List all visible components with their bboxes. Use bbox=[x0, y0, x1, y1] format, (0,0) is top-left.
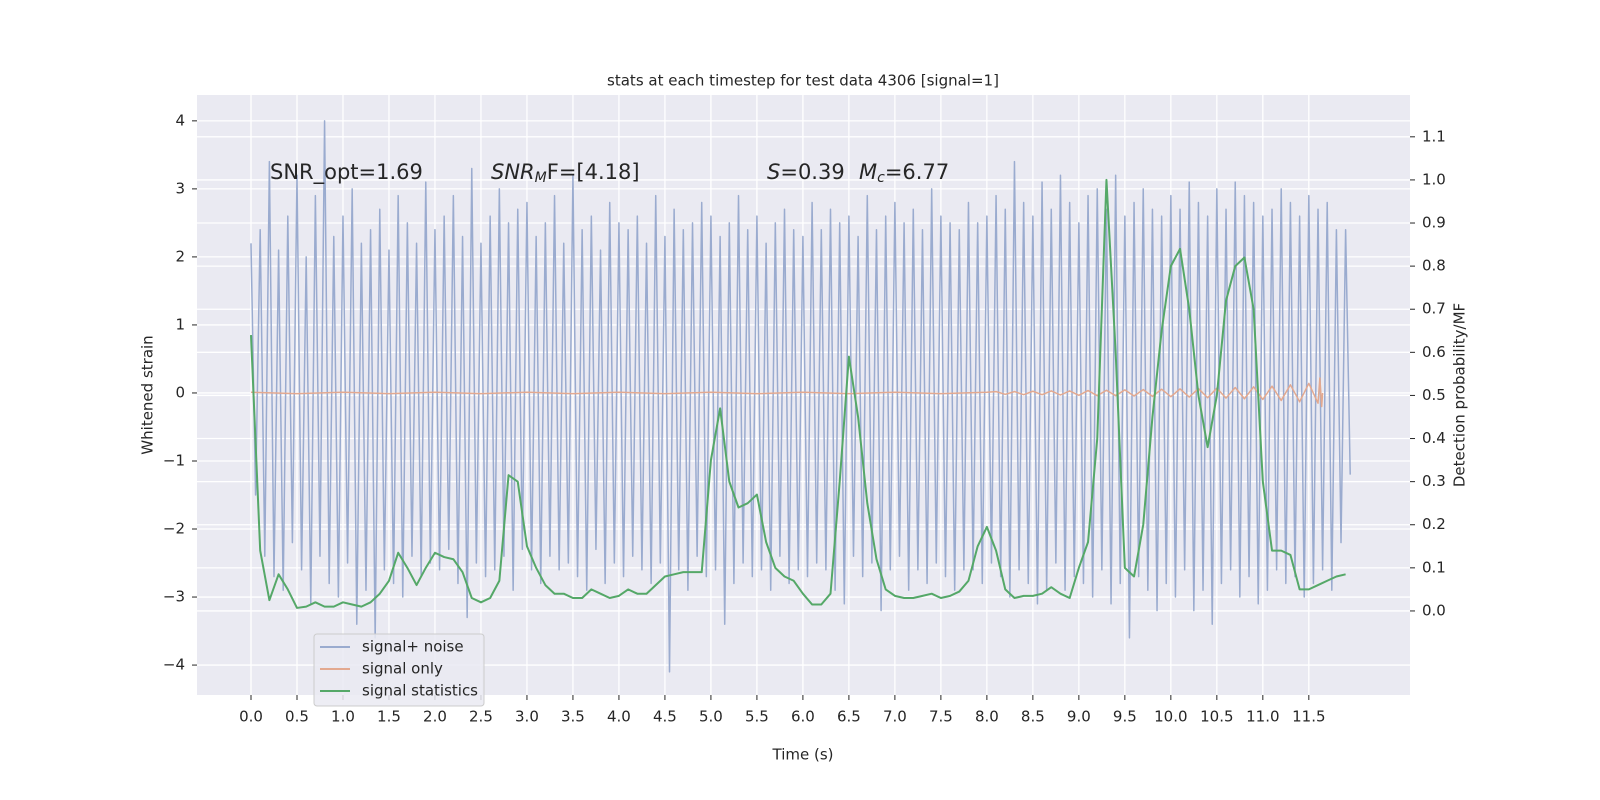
legend-label: signal+ noise bbox=[362, 638, 464, 656]
x-tick-label: 9.0 bbox=[1067, 708, 1091, 726]
x-tick-label: 11.0 bbox=[1246, 708, 1279, 726]
legend-label: signal only bbox=[362, 660, 443, 678]
annotation: SNRMF=[4.18] bbox=[491, 160, 640, 186]
x-tick-label: 11.5 bbox=[1292, 708, 1325, 726]
y-tick-label: 0 bbox=[175, 383, 185, 401]
x-tick-label: 10.0 bbox=[1154, 708, 1187, 726]
legend: signal+ noise signal only signal statistic… bbox=[313, 633, 485, 707]
y2-tick-label: 0.0 bbox=[1422, 601, 1446, 619]
y-tick-label: −3 bbox=[163, 588, 185, 606]
annotation-text: =6.77 bbox=[885, 160, 949, 184]
x-tick-label: 0.0 bbox=[239, 708, 263, 726]
y2-tick-label: 0.3 bbox=[1422, 472, 1446, 490]
y2-tick-label: 1.0 bbox=[1422, 170, 1446, 188]
x-tick-label: 4.5 bbox=[653, 708, 677, 726]
annotation-subscript: c bbox=[877, 170, 885, 186]
legend-label: signal statistics bbox=[362, 682, 478, 700]
plot-layer: 0.0 0.5 1.0 1.5 2.0 2.5 3.0 3.5 4.0 4.5 5.0 5.5 6.0 6… bbox=[163, 95, 1446, 726]
y2-tick-label: 0.6 bbox=[1422, 343, 1446, 361]
x-tick-label: 4.0 bbox=[607, 708, 631, 726]
annotation-text: SNR bbox=[491, 160, 535, 184]
x-tick-label: 3.5 bbox=[561, 708, 585, 726]
x-tick-label: 10.5 bbox=[1200, 708, 1233, 726]
chart-title: stats at each timestep for test data 430… bbox=[607, 72, 999, 90]
x-tick-label: 8.0 bbox=[975, 708, 999, 726]
y-tick-label: −2 bbox=[163, 520, 185, 538]
y-tick-label: 4 bbox=[175, 111, 185, 129]
annotation-text: F=[4.18] bbox=[547, 160, 640, 184]
x-tick-label: 9.5 bbox=[1113, 708, 1137, 726]
y2-tick-label: 0.8 bbox=[1422, 257, 1446, 275]
y2-axis-label: Detection probability/MF bbox=[1451, 303, 1469, 487]
series-line bbox=[250, 377, 1324, 408]
y2-tick-label: 0.5 bbox=[1422, 386, 1446, 404]
x-tick-label: 7.5 bbox=[929, 708, 953, 726]
y2-tick-label: 0.9 bbox=[1422, 214, 1446, 232]
annotation-subscript: M bbox=[535, 170, 547, 186]
x-tick-label: 1.0 bbox=[331, 708, 355, 726]
y-tick-label: 1 bbox=[175, 315, 185, 333]
annotation-text: =0.39 bbox=[780, 160, 844, 184]
y-axis-label: Whitened strain bbox=[139, 335, 157, 454]
y2-tick-label: 1.1 bbox=[1422, 127, 1446, 145]
x-tick-label: 8.5 bbox=[1021, 708, 1045, 726]
x-tick-label: 2.5 bbox=[469, 708, 493, 726]
y2-tick-label: 0.2 bbox=[1422, 515, 1446, 533]
y2-tick-label: 0.4 bbox=[1422, 429, 1446, 447]
x-tick-label: 5.0 bbox=[699, 708, 723, 726]
y-tick-label: 2 bbox=[175, 247, 185, 265]
annotation-text: M bbox=[859, 160, 877, 184]
x-axis-label: Time (s) bbox=[772, 746, 834, 764]
x-tick-label: 3.0 bbox=[515, 708, 539, 726]
y2-tick-label: 0.1 bbox=[1422, 558, 1446, 576]
y-tick-label: −1 bbox=[163, 451, 185, 469]
x-tick-label: 7.0 bbox=[883, 708, 907, 726]
series-line bbox=[250, 120, 1351, 673]
annotation: Mc=6.77 bbox=[859, 160, 949, 186]
series-line bbox=[249, 178, 1346, 609]
x-tick-label: 2.0 bbox=[423, 708, 447, 726]
x-tick-label: 5.5 bbox=[745, 708, 769, 726]
annotation: SNR_opt=1.69 bbox=[270, 160, 423, 185]
annotation-text: S bbox=[767, 160, 780, 184]
annotation-text: SNR_opt=1.69 bbox=[270, 160, 423, 185]
x-tick-label: 1.5 bbox=[377, 708, 401, 726]
legend-box bbox=[313, 633, 485, 707]
annotation: S=0.39 bbox=[767, 160, 845, 184]
y-tick-label: 3 bbox=[175, 179, 185, 197]
x-tick-label: 6.0 bbox=[791, 708, 815, 726]
y2-tick-label: 0.7 bbox=[1422, 300, 1446, 318]
x-tick-label: 0.5 bbox=[285, 708, 309, 726]
x-tick-label: 6.5 bbox=[837, 708, 861, 726]
y-tick-label: −4 bbox=[163, 656, 185, 674]
